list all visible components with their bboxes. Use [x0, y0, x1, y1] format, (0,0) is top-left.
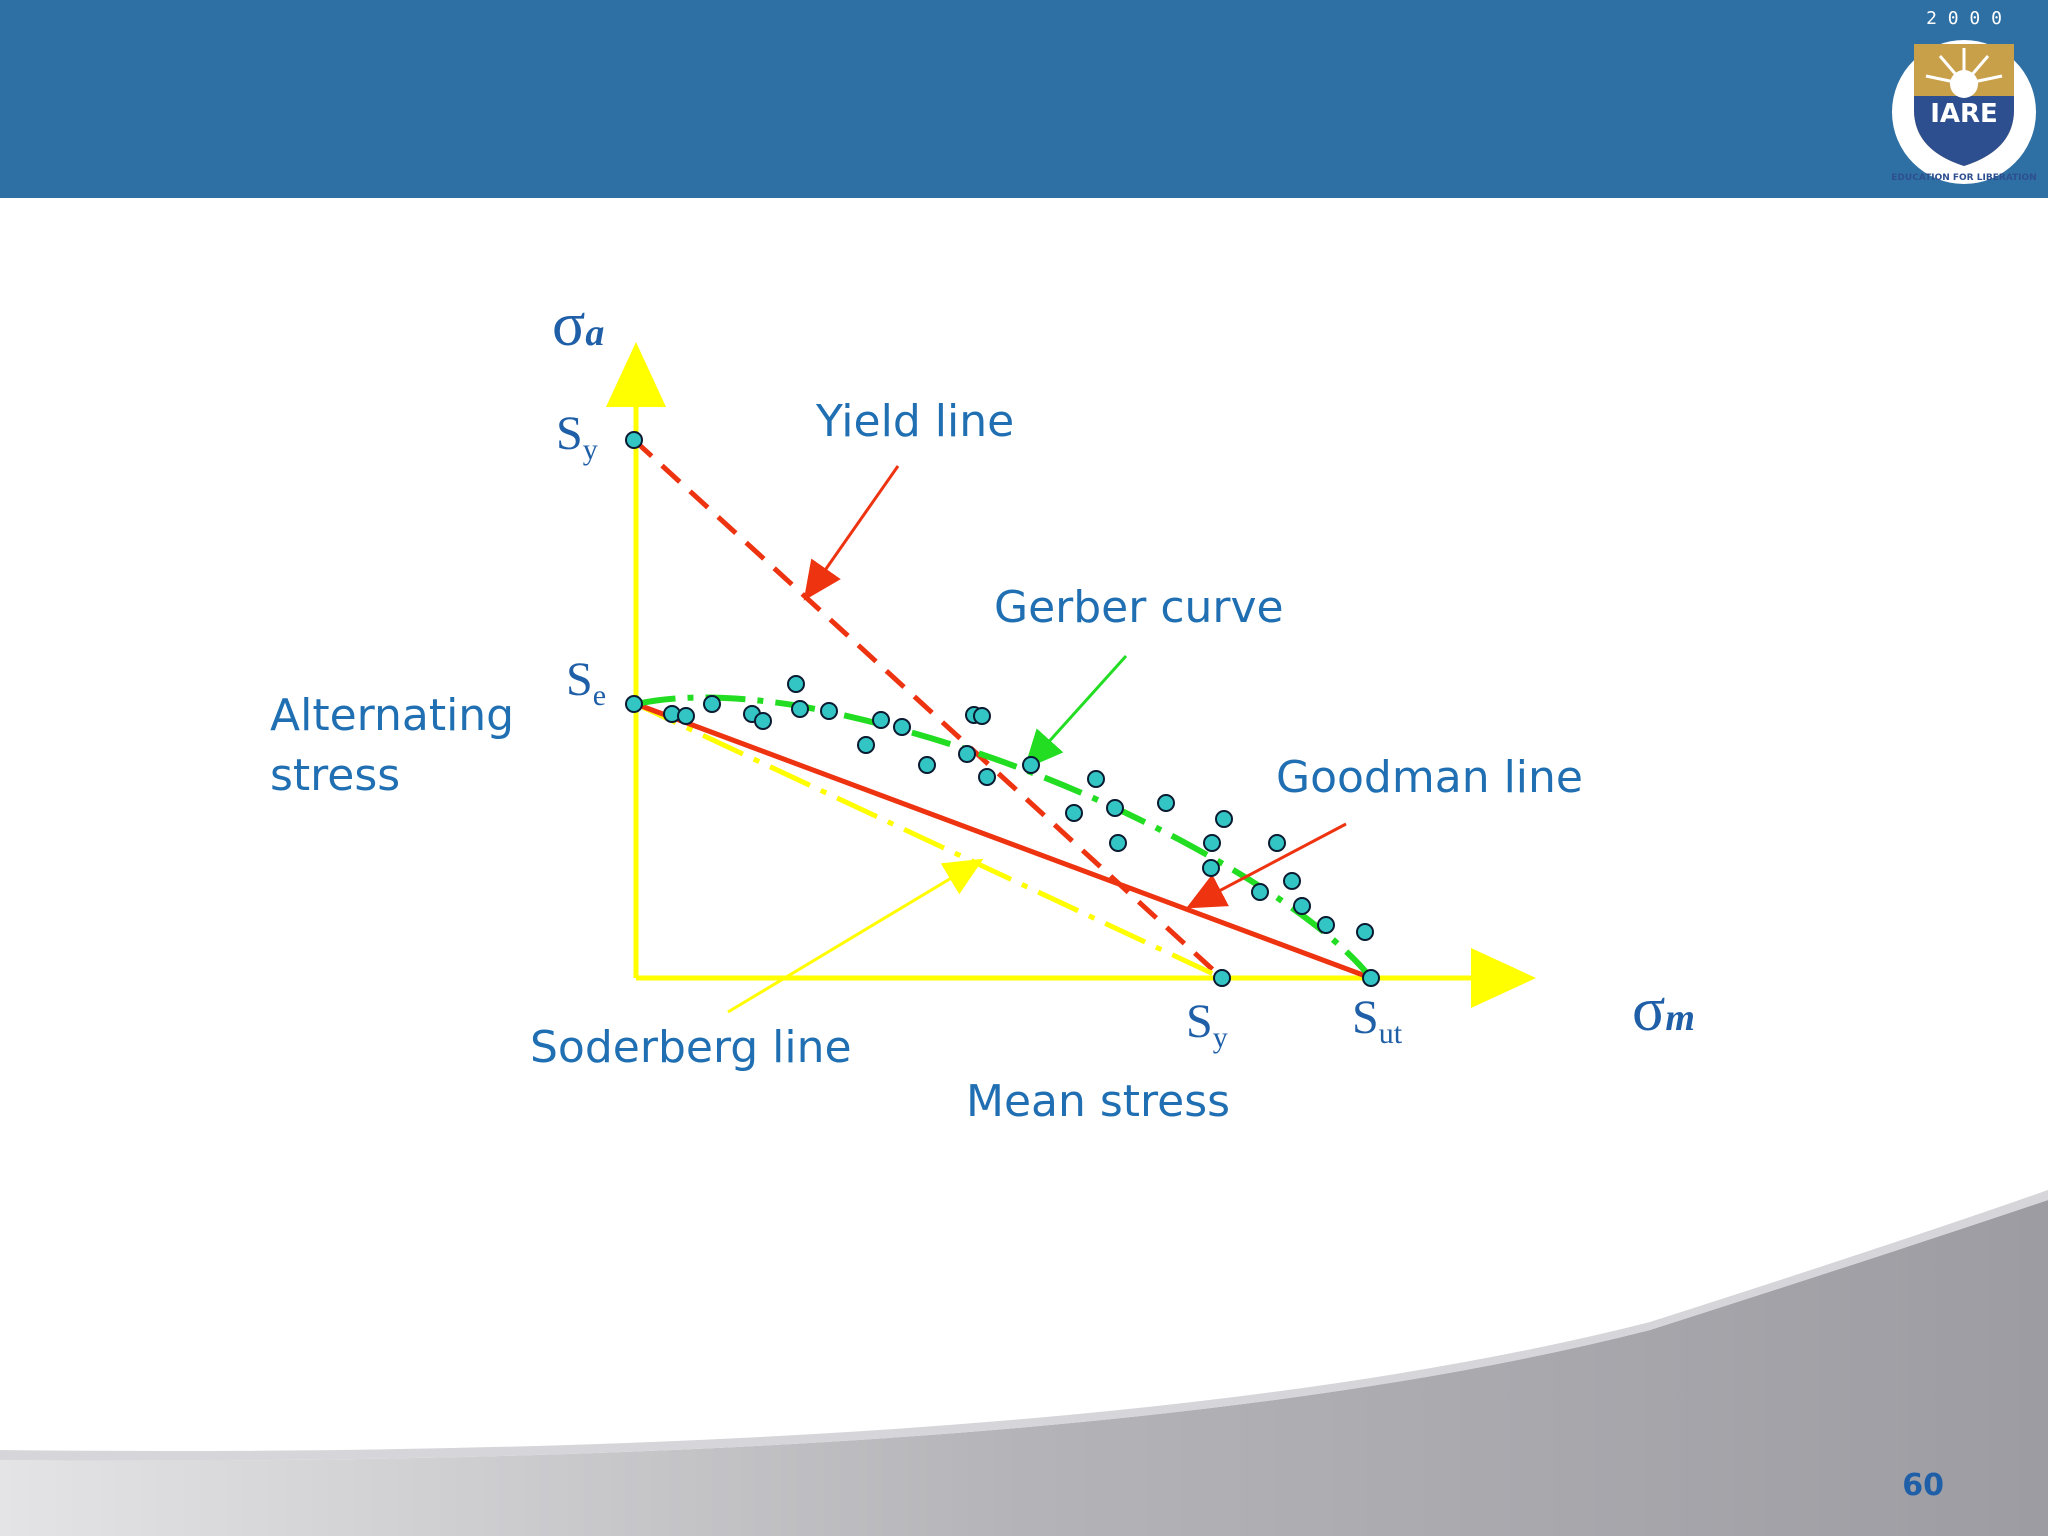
- data-point: [1268, 834, 1286, 852]
- goodman-line-pointer: [1186, 822, 1347, 909]
- data-point: [1203, 834, 1221, 852]
- y-axis-symbol: σa: [552, 291, 605, 359]
- data-point: [625, 431, 643, 449]
- yield-line: [632, 438, 1224, 980]
- data-point: [1362, 969, 1380, 987]
- data-point: [1251, 883, 1269, 901]
- data-point: [754, 712, 772, 730]
- logo-year: 2 0 0 0: [1926, 8, 2002, 29]
- data-point: [857, 736, 875, 754]
- mean-stress-label: Mean stress: [966, 1076, 1231, 1127]
- gerber-curve-label: Gerber curve: [994, 582, 1284, 633]
- data-point: [893, 718, 911, 736]
- data-point: [1317, 916, 1335, 934]
- gerber-curve-pointer: [1023, 654, 1128, 770]
- logo-emblem: 2 0 0 0 IARE EDUCATION FOR LIBERATION: [1891, 8, 2037, 184]
- logo-name: IARE: [1930, 99, 1998, 129]
- soderberg-line-label: Soderberg line: [530, 1022, 852, 1073]
- logo-motto: EDUCATION FOR LIBERATION: [1891, 173, 2036, 183]
- data-point: [677, 707, 695, 725]
- test-data-points: [625, 431, 1380, 987]
- yield-line-pointer: [803, 465, 900, 601]
- data-point: [1065, 804, 1083, 822]
- alternating-stress-label: Alternating stress: [270, 690, 515, 801]
- data-point: [978, 768, 996, 786]
- header-bar: [0, 0, 2048, 198]
- data-point: [1157, 794, 1175, 812]
- goodman-line-label: Goodman line: [1276, 752, 1583, 803]
- yield-line-label: Yield line: [816, 396, 1015, 447]
- data-point: [820, 702, 838, 720]
- data-point: [791, 700, 809, 718]
- data-point: [1283, 872, 1301, 890]
- data-point: [703, 695, 721, 713]
- data-point: [625, 695, 643, 713]
- sut-label: Sut: [1352, 991, 1403, 1050]
- sy-x-axis-label: Sy: [1186, 995, 1228, 1054]
- soderberg-line: [634, 701, 1224, 981]
- data-point: [1106, 799, 1124, 817]
- data-point: [1213, 969, 1231, 987]
- data-point: [1293, 897, 1311, 915]
- data-point: [918, 756, 936, 774]
- data-point: [1022, 756, 1040, 774]
- data-point: [1109, 834, 1127, 852]
- data-point: [1202, 859, 1220, 877]
- x-axis-symbol: σm: [1632, 976, 1695, 1044]
- sy-y-axis-label: Sy: [556, 407, 598, 466]
- se-label: Se: [566, 653, 607, 712]
- soderberg-line-pointer: [727, 858, 984, 1014]
- data-point: [1087, 770, 1105, 788]
- goodman-line: [635, 701, 1372, 981]
- data-point: [973, 707, 991, 725]
- data-point: [958, 745, 976, 763]
- page-number: 60: [1902, 1468, 1944, 1503]
- data-point: [1215, 810, 1233, 828]
- iare-logo: 2 0 0 0 IARE EDUCATION FOR LIBERATION: [1880, 0, 2048, 198]
- data-point: [872, 711, 890, 729]
- data-point: [1356, 923, 1374, 941]
- data-point: [787, 675, 805, 693]
